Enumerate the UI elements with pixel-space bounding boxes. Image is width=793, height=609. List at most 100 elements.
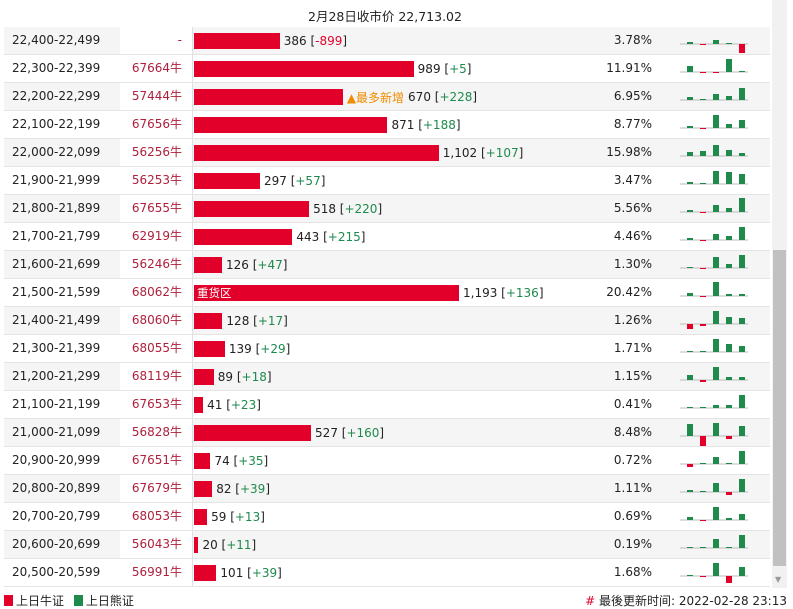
spark-bar (700, 351, 706, 352)
sparkline (680, 395, 748, 409)
table-row[interactable]: 21,700-21,799 62919牛 443 [+215] 4.46% (4, 223, 770, 251)
price-range: 21,600-21,699 (12, 257, 101, 271)
warrant-code[interactable]: - (120, 27, 192, 54)
volume-bar (194, 61, 414, 77)
table-row[interactable]: 21,000-21,099 56828牛 527 [+160] 8.48% (4, 419, 770, 447)
spark-bar (739, 294, 745, 296)
table-row[interactable]: 20,900-20,999 67651牛 74 [+35] 0.72% (4, 447, 770, 475)
warrant-code[interactable]: 68060牛 (120, 307, 192, 334)
warrant-code[interactable]: 68053牛 (120, 503, 192, 530)
table-row[interactable]: 20,500-20,599 56991牛 101 [+39] 1.68% (4, 559, 770, 587)
volume-bar (194, 425, 312, 441)
table-row[interactable]: 21,300-21,399 68055牛 139 [+29] 1.71% (4, 335, 770, 363)
volume-change: +11 (226, 538, 252, 552)
table-row[interactable]: 20,700-20,799 68053牛 59 [+13] 0.69% (4, 503, 770, 531)
divider (192, 531, 193, 558)
spark-bar (739, 479, 745, 492)
warrant-code[interactable]: 62919牛 (120, 223, 192, 250)
volume-change: +47 (257, 258, 283, 272)
table-row[interactable]: 21,600-21,699 56246牛 126 [+47] 1.30% (4, 251, 770, 279)
percentage: 1.71% (613, 341, 652, 355)
table-row[interactable]: 22,100-22,199 67656牛 871 [+188] 8.77% (4, 111, 770, 139)
volume-change: +136 (505, 286, 539, 300)
warrant-code[interactable]: 57444牛 (120, 83, 192, 110)
percentage: 4.46% (613, 229, 652, 243)
legend: 上日牛证 上日熊证 (4, 592, 134, 609)
warrant-code[interactable]: 67653牛 (120, 391, 192, 418)
scrollbar-thumb[interactable] (773, 250, 786, 566)
warrant-code[interactable]: 68062牛 (120, 279, 192, 306)
scroll-down-arrow[interactable]: ▼ (775, 575, 782, 584)
warrant-code[interactable]: 68119牛 (120, 363, 192, 390)
warrant-code[interactable]: 56991牛 (120, 559, 192, 586)
table-row[interactable]: 22,400-22,499 - 386 [-899] 3.78% (4, 27, 770, 55)
table-row[interactable]: 21,400-21,499 68060牛 128 [+17] 1.26% (4, 307, 770, 335)
price-range: 22,400-22,499 (12, 33, 101, 47)
scrollbar[interactable]: ▼ (772, 0, 787, 588)
warrant-code[interactable]: 56253牛 (120, 167, 192, 194)
spark-bar (700, 491, 706, 492)
price-range: 20,700-20,799 (12, 509, 101, 523)
price-range: 20,600-20,699 (12, 537, 101, 551)
spark-bar (713, 40, 719, 44)
table-row[interactable]: 20,600-20,699 56043牛 20 [+11] 0.19% (4, 531, 770, 559)
spark-bar (726, 463, 732, 464)
volume-change: +23 (230, 398, 257, 412)
spark-bar (726, 264, 732, 268)
percentage: 6.95% (613, 89, 652, 103)
volume-change: +17 (257, 314, 284, 328)
spark-bar (739, 44, 745, 53)
warrant-code[interactable]: 67679牛 (120, 475, 192, 502)
spark-bar (713, 423, 719, 436)
spark-bar (739, 255, 745, 268)
spark-bar (726, 344, 732, 352)
sparkline (680, 507, 748, 521)
warrant-code[interactable]: 68055牛 (120, 335, 192, 362)
percentage: 3.47% (613, 173, 652, 187)
volume-bar (194, 565, 217, 581)
volume-change: +39 (239, 482, 266, 496)
divider (192, 55, 193, 82)
volume-value: 128 (226, 314, 250, 328)
percentage: 8.48% (613, 425, 652, 439)
spark-bar (713, 457, 719, 464)
price-range: 20,900-20,999 (12, 453, 101, 467)
warrant-code[interactable]: 67655牛 (120, 195, 192, 222)
spark-bar (713, 483, 719, 492)
spark-bar (687, 293, 693, 296)
warrant-code[interactable]: 67651牛 (120, 447, 192, 474)
spark-bar (726, 492, 732, 495)
spark-bar (687, 182, 693, 184)
table-row[interactable]: 22,000-22,099 56256牛 1,102 [+107] 15.98% (4, 139, 770, 167)
warrant-code[interactable]: 56043牛 (120, 531, 192, 558)
spark-bar (739, 567, 745, 576)
spark-bar (687, 66, 693, 72)
sparkline (680, 282, 748, 297)
spark-bar (713, 367, 719, 380)
volume-value: 871 (391, 118, 415, 132)
warrant-code[interactable]: 56246牛 (120, 251, 192, 278)
spark-bar (713, 72, 719, 73)
warrant-code[interactable]: 67656牛 (120, 111, 192, 138)
table-row[interactable]: 21,900-21,999 56253牛 297 [+57] 3.47% (4, 167, 770, 195)
table-row[interactable]: 21,800-21,899 67655牛 518 [+220] 5.56% (4, 195, 770, 223)
table-row[interactable]: 22,300-22,399 67664牛 989 [+5] 11.91% (4, 55, 770, 83)
percentage: 20.42% (606, 285, 652, 299)
volume-bar (194, 369, 214, 385)
percentage: 0.19% (613, 537, 652, 551)
percentage: 1.26% (613, 313, 652, 327)
sparkline (680, 115, 748, 129)
legend-bull: 上日牛证 (16, 594, 65, 608)
price-range: 21,300-21,399 (12, 341, 101, 355)
table-row[interactable]: 20,800-20,899 67679牛 82 [+39] 1.11% (4, 475, 770, 503)
table-row[interactable]: 21,500-21,599 68062牛 重货区 1,193 [+136] 20… (4, 279, 770, 307)
table-row[interactable]: 21,100-21,199 67653牛 41 [+23] 0.41% (4, 391, 770, 419)
warrant-code[interactable]: 56256牛 (120, 139, 192, 166)
heavy-zone-label: 重货区 (197, 286, 232, 300)
table-row[interactable]: 21,200-21,299 68119牛 89 [+18] 1.15% (4, 363, 770, 391)
table-row[interactable]: 22,200-22,299 57444牛 ▲最多新增 670 [+228] 6.… (4, 83, 770, 111)
warrant-code[interactable]: 67664牛 (120, 55, 192, 82)
warrant-code[interactable]: 56828牛 (120, 419, 192, 446)
legend-bear: 上日熊证 (85, 594, 134, 608)
spark-bar (713, 145, 719, 156)
